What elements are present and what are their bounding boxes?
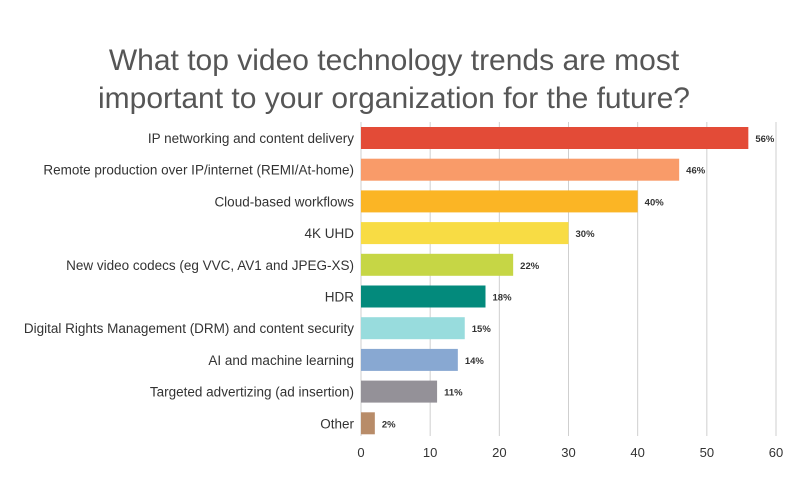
data-label: 30% bbox=[576, 229, 596, 240]
category-label: Remote production over IP/internet (REMI… bbox=[43, 163, 354, 178]
bar bbox=[361, 158, 680, 181]
data-label: 14% bbox=[465, 356, 485, 367]
category-label: AI and machine learning bbox=[208, 353, 354, 368]
bar bbox=[361, 412, 375, 435]
data-labels: 56% 46% 40% 30% 22% 18% 15% 14% 11% 2% bbox=[382, 134, 775, 430]
data-label: 40% bbox=[645, 197, 665, 208]
x-tick-label: 0 bbox=[357, 445, 364, 460]
category-label: Digital Rights Management (DRM) and cont… bbox=[24, 321, 354, 336]
category-label: Targeted advertizing (ad insertion) bbox=[150, 385, 354, 400]
bar bbox=[361, 190, 638, 213]
category-label: 4K UHD bbox=[304, 226, 354, 241]
category-label: IP networking and content delivery bbox=[148, 131, 354, 146]
x-axis-ticks: 0 10 20 30 40 50 60 bbox=[357, 445, 783, 460]
bar bbox=[361, 285, 486, 308]
data-label: 2% bbox=[382, 419, 396, 430]
x-tick-label: 30 bbox=[561, 445, 575, 460]
data-label: 22% bbox=[520, 261, 540, 272]
x-tick-label: 60 bbox=[769, 445, 783, 460]
x-tick-label: 50 bbox=[700, 445, 714, 460]
bar bbox=[361, 222, 569, 245]
bar bbox=[361, 127, 749, 149]
category-label: New video codecs (eg VVC, AV1 and JPEG-X… bbox=[66, 258, 354, 273]
bar bbox=[361, 380, 438, 403]
bar bbox=[361, 348, 458, 371]
data-label: 46% bbox=[686, 166, 706, 177]
bar bbox=[361, 253, 514, 276]
bar bbox=[361, 317, 465, 340]
x-tick-label: 40 bbox=[630, 445, 644, 460]
category-labels: IP networking and content delivery Remote… bbox=[24, 131, 355, 431]
chart-title: What top video technology trends are mos… bbox=[0, 42, 788, 118]
data-label: 15% bbox=[472, 324, 492, 335]
chart-title-line-2: important to your organization for the f… bbox=[97, 82, 690, 116]
category-label: HDR bbox=[325, 290, 354, 305]
bars bbox=[361, 127, 749, 435]
data-label: 11% bbox=[444, 388, 463, 399]
chart-title-line-1: What top video technology trends are mos… bbox=[108, 44, 680, 78]
category-label: Other bbox=[320, 416, 354, 431]
data-label: 56% bbox=[755, 134, 775, 145]
data-label: 18% bbox=[493, 293, 513, 304]
category-label: Cloud-based workflows bbox=[214, 194, 354, 209]
x-tick-label: 20 bbox=[492, 445, 506, 460]
x-tick-label: 10 bbox=[423, 445, 437, 460]
